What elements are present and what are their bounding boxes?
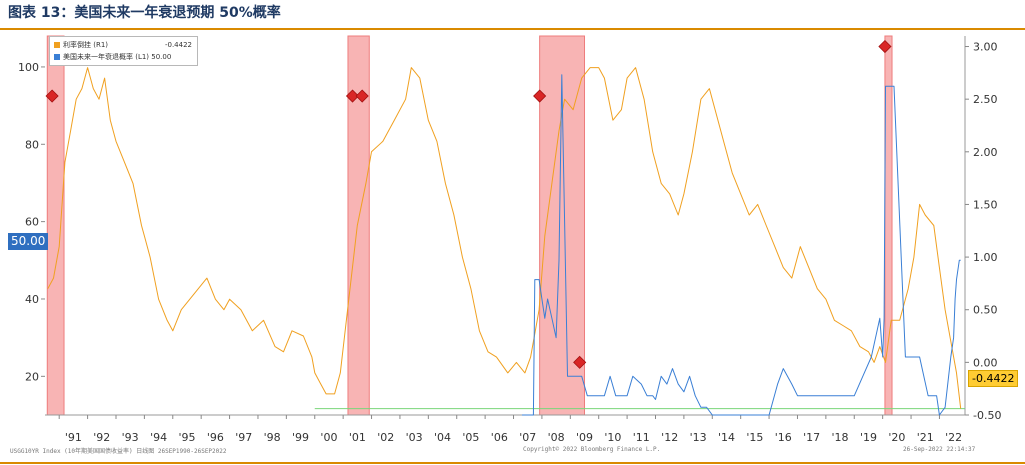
footer-copyright: Copyright© 2022 Bloomberg Finance L.P. bbox=[523, 446, 661, 453]
x-axis-label-10: '01 bbox=[349, 431, 366, 444]
chart-title: 图表 13：美国未来一年衰退预期 50%概率 bbox=[8, 5, 281, 21]
x-axis-label-1: '92 bbox=[93, 431, 110, 444]
x-axis-label-15: '06 bbox=[491, 431, 508, 444]
x-axis-label-22: '13 bbox=[690, 431, 707, 444]
signal-marker-5 bbox=[878, 39, 892, 54]
legend-swatch-probability bbox=[54, 54, 60, 60]
x-axis-label-24: '15 bbox=[746, 431, 763, 444]
signal-marker-2 bbox=[355, 89, 369, 103]
footer-source: USGG10YR Index (10年期美国国债收益率) 日线图 26SEP19… bbox=[10, 448, 227, 455]
right-axis-label-1: 0.00 bbox=[973, 356, 998, 369]
x-axis-label-28: '19 bbox=[860, 431, 877, 444]
x-axis-label-26: '17 bbox=[803, 431, 820, 444]
line-chart: 20 40 60 80 100 -0.50 0.00 0.50 1.00 1.50 2.00 2.50… bbox=[18, 35, 1001, 444]
legend-label-spread: 利率倒挂 (R1) bbox=[63, 41, 109, 49]
x-axis-label-7: '98 bbox=[264, 431, 281, 444]
x-axis-label-6: '97 bbox=[235, 431, 252, 444]
right-value-tag-text: -0.4422 bbox=[972, 372, 1015, 385]
x-axis-label-16: '07 bbox=[519, 431, 536, 444]
series-line-1 bbox=[522, 74, 961, 416]
x-axis-label-27: '18 bbox=[832, 431, 849, 444]
title-divider bbox=[0, 28, 1025, 30]
right-axis-label-2: 0.50 bbox=[973, 304, 998, 317]
legend-value-spread: -0.4422 bbox=[164, 41, 192, 49]
x-axis-label-2: '93 bbox=[122, 431, 139, 444]
right-axis-label-5: 2.00 bbox=[973, 146, 998, 159]
left-axis-label-3: 80 bbox=[25, 138, 39, 151]
x-axis-label-17: '08 bbox=[548, 431, 565, 444]
left-value-tag: 50.00 bbox=[8, 233, 49, 250]
left-axis-label-2: 60 bbox=[25, 216, 39, 229]
x-axis-label-4: '95 bbox=[178, 431, 195, 444]
signal-marker-1 bbox=[345, 89, 360, 103]
x-axis-label-20: '11 bbox=[633, 431, 650, 444]
x-axis-label-11: '02 bbox=[377, 431, 394, 444]
x-axis-label-14: '05 bbox=[462, 431, 479, 444]
x-axis-label-21: '12 bbox=[661, 431, 678, 444]
right-axis-label-0: -0.50 bbox=[973, 409, 1001, 422]
x-axis-label-19: '10 bbox=[604, 431, 621, 444]
legend-label-probability: 美国未来一年衰退概率 (L1) 50.00 bbox=[63, 53, 172, 61]
x-axis-label-8: '99 bbox=[292, 431, 309, 444]
recession-band-2 bbox=[539, 35, 586, 416]
legend: 利率倒挂 (R1) -0.4422 美国未来一年衰退概率 (L1) 50.00 bbox=[49, 36, 198, 66]
series-line-0 bbox=[47, 67, 962, 409]
signal-marker-0 bbox=[45, 89, 59, 103]
signal-marker-3 bbox=[533, 89, 547, 103]
x-axis-label-12: '03 bbox=[406, 431, 423, 444]
right-axis-label-4: 1.50 bbox=[973, 198, 998, 211]
right-axis-label-6: 2.50 bbox=[973, 93, 998, 106]
x-axis-label-3: '94 bbox=[150, 431, 167, 444]
x-axis-label-0: '91 bbox=[65, 431, 82, 444]
x-axis-label-23: '14 bbox=[718, 431, 735, 444]
x-axis-label-9: '00 bbox=[320, 431, 337, 444]
bottom-divider bbox=[0, 462, 1025, 464]
footer-timestamp: 26-Sep-2022 22:14:37 bbox=[903, 446, 976, 453]
legend-item-probability: 美国未来一年衰退概率 (L1) 50.00 bbox=[54, 51, 194, 63]
left-axis-label-1: 40 bbox=[25, 293, 39, 306]
x-axis-label-25: '16 bbox=[775, 431, 792, 444]
x-axis-label-18: '09 bbox=[576, 431, 593, 444]
x-axis-label-29: '20 bbox=[888, 431, 905, 444]
left-axis-label-0: 20 bbox=[25, 370, 39, 383]
left-value-tag-text: 50.00 bbox=[11, 234, 46, 248]
right-axis-label-7: 3.00 bbox=[973, 41, 998, 54]
x-axis-label-5: '96 bbox=[207, 431, 224, 444]
right-value-tag: -0.4422 bbox=[968, 370, 1019, 387]
x-axis-label-13: '04 bbox=[434, 431, 451, 444]
left-axis-label-4: 100 bbox=[18, 61, 39, 74]
x-axis-label-30: '21 bbox=[917, 431, 934, 444]
legend-item-spread: 利率倒挂 (R1) -0.4422 bbox=[54, 39, 194, 51]
right-axis-label-3: 1.00 bbox=[973, 251, 998, 264]
signal-marker-4 bbox=[573, 355, 587, 369]
legend-swatch-spread bbox=[54, 42, 60, 48]
x-axis-label-31: '22 bbox=[945, 431, 962, 444]
